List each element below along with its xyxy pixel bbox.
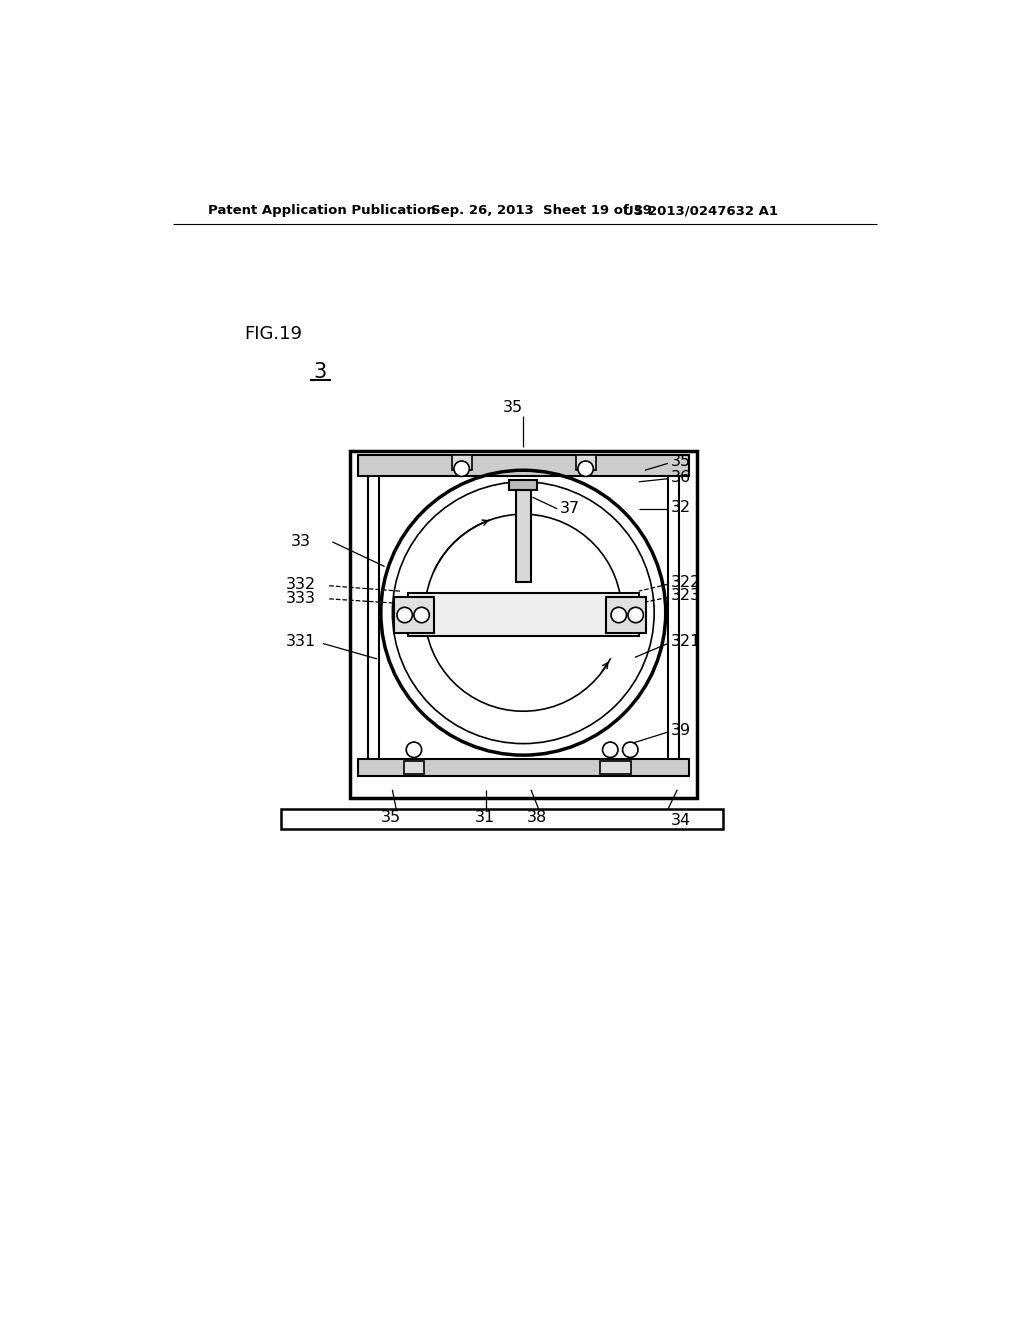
Text: FIG.19: FIG.19 bbox=[245, 325, 302, 343]
Bar bbox=[403, 760, 424, 775]
Text: 39: 39 bbox=[671, 723, 691, 738]
Circle shape bbox=[397, 607, 413, 623]
Bar bbox=[357, 759, 689, 776]
Text: 321: 321 bbox=[671, 635, 701, 649]
Text: 323: 323 bbox=[671, 589, 701, 603]
Bar bbox=[575, 455, 596, 470]
Bar bbox=[452, 455, 472, 470]
Circle shape bbox=[602, 742, 617, 758]
Text: 332: 332 bbox=[286, 577, 316, 591]
Circle shape bbox=[611, 607, 627, 623]
Text: 333: 333 bbox=[286, 590, 316, 606]
Bar bbox=[357, 455, 689, 477]
Bar bbox=[350, 451, 696, 797]
Bar bbox=[281, 809, 724, 829]
Bar bbox=[408, 594, 639, 636]
Circle shape bbox=[628, 607, 643, 623]
Circle shape bbox=[623, 742, 638, 758]
Text: 37: 37 bbox=[559, 502, 580, 516]
Text: 34: 34 bbox=[671, 813, 691, 828]
Text: US 2013/0247632 A1: US 2013/0247632 A1 bbox=[624, 205, 778, 218]
Text: 331: 331 bbox=[286, 634, 316, 648]
Bar bbox=[600, 760, 631, 775]
Text: 35: 35 bbox=[381, 810, 401, 825]
Text: Sep. 26, 2013  Sheet 19 of 39: Sep. 26, 2013 Sheet 19 of 39 bbox=[431, 205, 651, 218]
Text: 33: 33 bbox=[291, 533, 310, 549]
Text: 35: 35 bbox=[671, 454, 691, 469]
Circle shape bbox=[407, 742, 422, 758]
Text: Patent Application Publication: Patent Application Publication bbox=[208, 205, 435, 218]
Bar bbox=[394, 597, 434, 632]
Text: 36: 36 bbox=[671, 470, 691, 486]
Bar bbox=[606, 597, 646, 632]
Bar bbox=[509, 480, 538, 490]
Circle shape bbox=[414, 607, 429, 623]
Text: 31: 31 bbox=[475, 810, 495, 825]
Text: 322: 322 bbox=[671, 576, 701, 590]
Text: 3: 3 bbox=[313, 363, 327, 383]
Circle shape bbox=[454, 461, 469, 477]
Text: 35: 35 bbox=[503, 400, 523, 414]
Text: 38: 38 bbox=[527, 810, 548, 825]
Text: 32: 32 bbox=[671, 500, 691, 515]
Circle shape bbox=[578, 461, 593, 477]
Bar bbox=[515, 490, 531, 582]
